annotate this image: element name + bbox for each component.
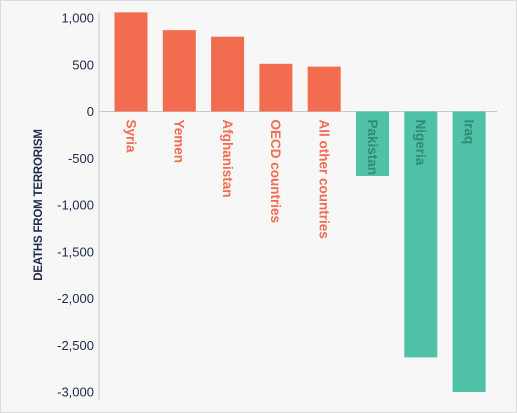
category-label: Syria <box>123 120 138 154</box>
bar <box>259 63 293 112</box>
category-label: Afghanistan <box>220 120 235 198</box>
category-label: Iraq <box>461 120 476 145</box>
y-tick-label: 1,000 <box>61 11 94 26</box>
y-tick-label: -1,000 <box>57 198 94 213</box>
category-labels: Syria Yemen Afghanistan OECD countries All o… <box>123 120 476 239</box>
y-tick-label: -1,500 <box>57 244 94 259</box>
bar <box>356 111 389 177</box>
y-axis-label: DEATHS FROM TERRORISM <box>33 129 45 280</box>
y-tick-label: 500 <box>72 57 94 72</box>
y-tick-label: -2,500 <box>57 338 94 353</box>
bar <box>211 36 245 112</box>
category-label: Yemen <box>172 120 187 164</box>
y-tick-label: -500 <box>68 151 94 166</box>
y-tick-label: -3,000 <box>57 385 94 400</box>
category-label: Pakistan <box>365 120 380 176</box>
y-tick-label: -2,000 <box>57 291 94 306</box>
bar <box>162 30 196 112</box>
category-label: Nigeria <box>413 120 428 166</box>
bar <box>404 111 438 358</box>
bar <box>452 111 486 392</box>
category-label: All other countries <box>316 120 331 239</box>
y-tick-labels: 1,000 500 0 -500 -1,000 -1,500 -2,000 -2,500 -3,… <box>57 11 94 400</box>
bars <box>114 12 486 392</box>
bar <box>307 66 341 112</box>
bar <box>114 12 148 112</box>
y-tick-label: 0 <box>87 104 94 119</box>
category-label: OECD countries <box>268 120 283 224</box>
